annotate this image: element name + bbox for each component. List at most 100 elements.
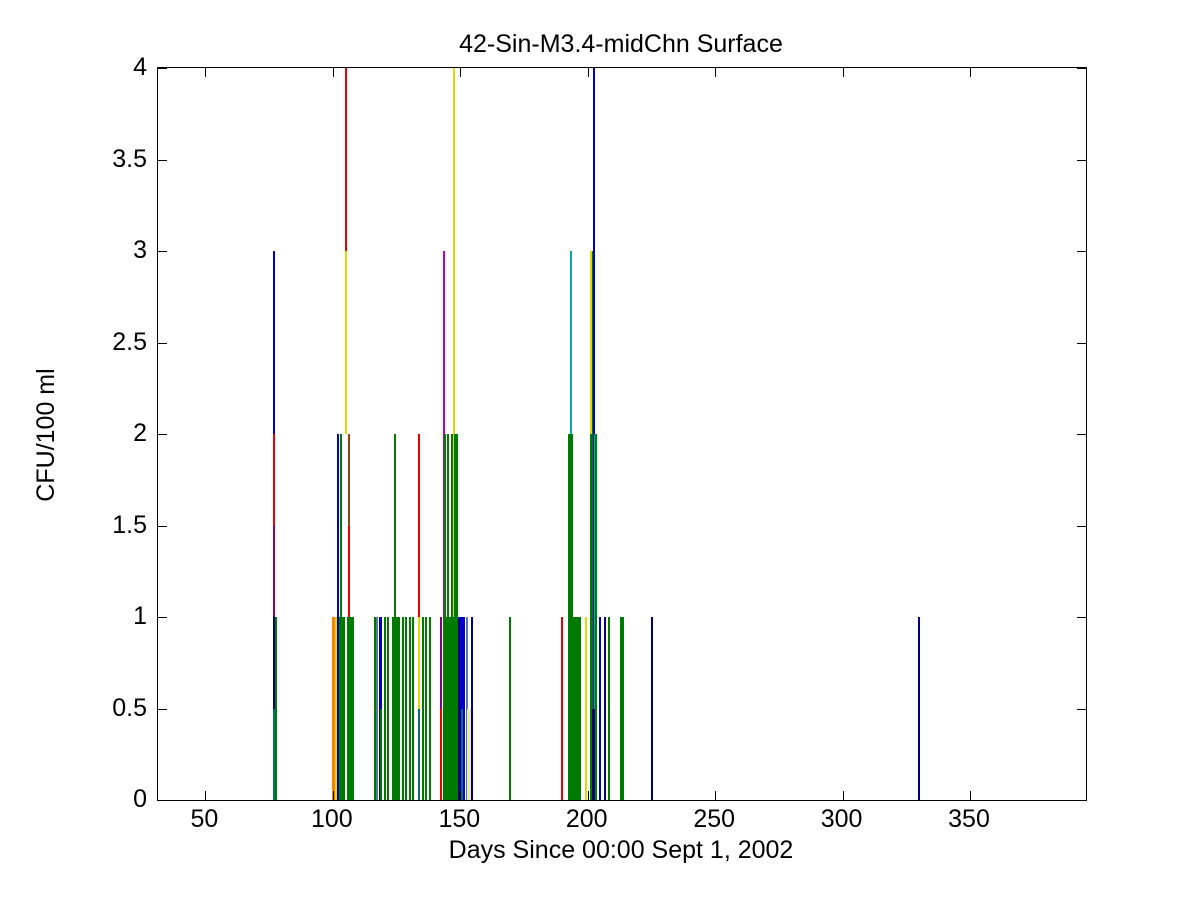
- data-spike: [429, 617, 432, 800]
- y-tick: [158, 434, 167, 435]
- y-tick: [1077, 525, 1086, 527]
- data-spike: [461, 708, 464, 800]
- data-spike: [571, 434, 574, 800]
- data-spike: [398, 617, 401, 800]
- y-tick-label: 0: [133, 785, 147, 813]
- data-spike: [348, 617, 351, 800]
- x-tick-label: 300: [820, 805, 863, 833]
- data-spike: [446, 617, 449, 800]
- data-spike: [425, 617, 428, 800]
- data-spike: [584, 617, 587, 800]
- data-spike: [467, 708, 470, 800]
- data-spike: [599, 617, 602, 800]
- data-spike: [509, 617, 512, 800]
- data-spike: [595, 434, 598, 800]
- data-spike: [335, 617, 338, 800]
- data-spike: [402, 617, 405, 800]
- data-spike: [621, 617, 624, 800]
- data-spike: [448, 617, 451, 800]
- y-tick: [1077, 800, 1086, 801]
- data-spike: [560, 617, 563, 800]
- y-tick: [158, 617, 167, 618]
- data-spike: [442, 617, 445, 800]
- x-tick: [205, 68, 207, 77]
- data-spike: [591, 251, 594, 800]
- y-tick: [1077, 434, 1086, 435]
- x-tick: [715, 68, 717, 77]
- data-spike: [418, 708, 421, 800]
- y-tick: [1077, 251, 1086, 252]
- data-spike: [333, 617, 336, 800]
- x-tick: [332, 68, 334, 77]
- y-tick-label: 3.5: [112, 144, 147, 173]
- data-spike: [412, 617, 415, 800]
- x-tick: [842, 68, 844, 77]
- y-tick: [158, 251, 167, 252]
- data-spike: [468, 708, 471, 800]
- y-tick: [1077, 68, 1086, 69]
- data-spike: [440, 708, 443, 800]
- data-spike: [463, 617, 466, 800]
- data-spike: [459, 617, 462, 800]
- x-tick: [587, 791, 589, 800]
- y-tick-label: 1.5: [112, 510, 147, 539]
- data-spike: [444, 617, 447, 800]
- data-spike: [604, 617, 607, 800]
- y-tick-label: 4: [133, 53, 147, 81]
- data-spike: [422, 617, 425, 800]
- data-spike: [409, 617, 412, 800]
- data-spike: [608, 617, 611, 800]
- data-spike: [384, 617, 387, 800]
- y-tick: [1077, 159, 1086, 161]
- data-spike: [455, 617, 458, 800]
- data-spike: [593, 708, 596, 800]
- data-spike: [620, 617, 623, 800]
- plot-area: [157, 67, 1087, 801]
- x-tick: [460, 68, 462, 77]
- data-spike: [348, 434, 351, 526]
- data-spike: [343, 617, 346, 800]
- data-spike: [332, 617, 335, 800]
- y-tick-label: 3: [133, 236, 147, 264]
- x-tick-label: 150: [438, 805, 481, 833]
- data-spike: [346, 617, 349, 800]
- x-tick-label: 350: [948, 805, 990, 833]
- data-spike: [454, 617, 457, 800]
- data-spike: [338, 617, 341, 800]
- data-spike: [274, 617, 277, 800]
- x-tick-label: 250: [693, 805, 736, 833]
- data-spike: [470, 617, 473, 800]
- data-spike: [375, 617, 378, 800]
- data-spike: [349, 617, 352, 800]
- y-tick: [158, 342, 167, 344]
- data-spike: [569, 434, 572, 800]
- data-spike: [579, 617, 582, 800]
- data-spike: [378, 617, 381, 800]
- y-tick-label: 0.5: [112, 693, 147, 722]
- y-tick: [158, 800, 167, 801]
- y-tick: [1077, 617, 1086, 618]
- y-tick-label: 2.5: [112, 327, 147, 356]
- data-spike: [396, 617, 399, 800]
- data-spike: [351, 617, 354, 800]
- x-axis-label: Days Since 00:00 Sept 1, 2002: [448, 836, 794, 864]
- data-spike: [592, 708, 595, 800]
- data-spike: [918, 617, 921, 800]
- data-spike: [405, 617, 408, 800]
- data-spike: [651, 617, 654, 800]
- data-spike: [387, 617, 390, 800]
- data-spike: [577, 617, 580, 800]
- y-tick: [1077, 708, 1086, 710]
- x-tick: [970, 791, 971, 800]
- data-spike: [457, 617, 460, 800]
- chart-title: 42-Sin-M3.4-midChn Surface: [459, 30, 783, 58]
- x-tick: [460, 791, 462, 800]
- data-spike: [575, 617, 578, 800]
- y-tick: [158, 68, 167, 69]
- x-tick: [842, 791, 844, 800]
- data-spike: [567, 434, 570, 800]
- data-spike: [573, 617, 576, 800]
- x-tick: [332, 791, 334, 800]
- x-tick-label: 50: [190, 805, 219, 833]
- data-spike: [348, 525, 351, 617]
